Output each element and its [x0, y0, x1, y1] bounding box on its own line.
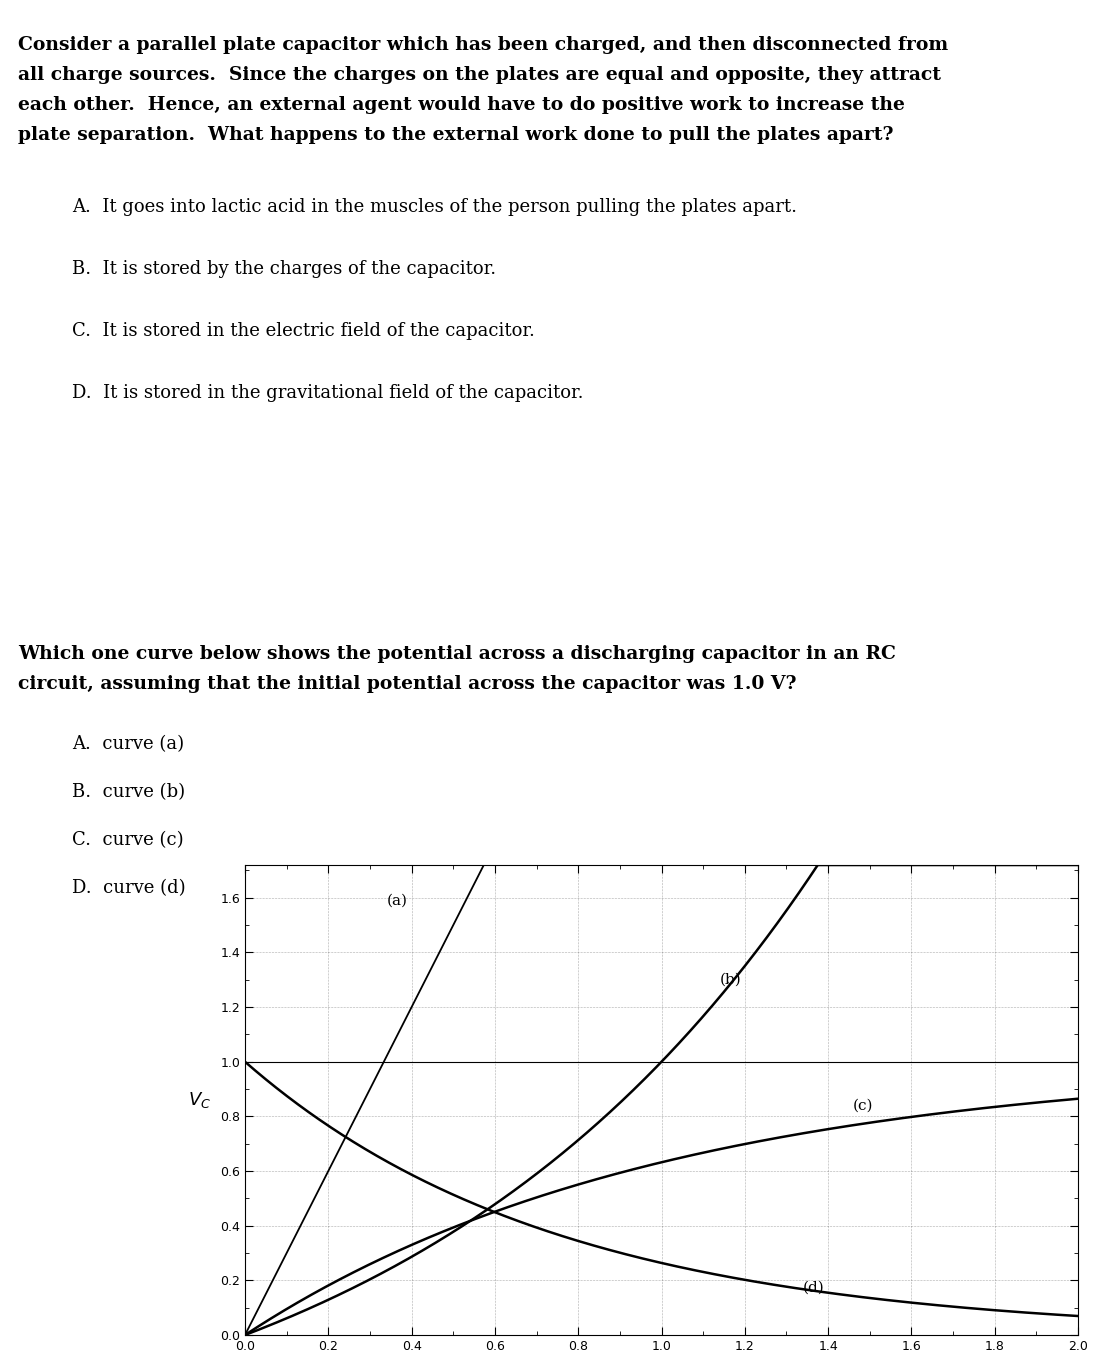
Text: D.  curve (d): D. curve (d) — [72, 879, 185, 896]
Text: D.  It is stored in the gravitational field of the capacitor.: D. It is stored in the gravitational fie… — [72, 385, 583, 402]
Text: each other.  Hence, an external agent would have to do positive work to increase: each other. Hence, an external agent wou… — [18, 96, 905, 114]
Text: (b): (b) — [720, 972, 742, 987]
Text: B.  curve (b): B. curve (b) — [72, 783, 185, 802]
Text: C.  It is stored in the electric field of the capacitor.: C. It is stored in the electric field of… — [72, 322, 534, 340]
Text: (a): (a) — [387, 894, 408, 907]
Text: plate separation.  What happens to the external work done to pull the plates apa: plate separation. What happens to the ex… — [18, 126, 893, 144]
Text: (d): (d) — [803, 1280, 825, 1294]
Text: Which one curve below shows the potential across a discharging capacitor in an R: Which one curve below shows the potentia… — [18, 645, 896, 663]
Text: A.  It goes into lactic acid in the muscles of the person pulling the plates apa: A. It goes into lactic acid in the muscl… — [72, 198, 797, 217]
Text: all charge sources.  Since the charges on the plates are equal and opposite, the: all charge sources. Since the charges on… — [18, 66, 941, 84]
Text: circuit, assuming that the initial potential across the capacitor was 1.0 V?: circuit, assuming that the initial poten… — [18, 676, 796, 693]
Text: A.  curve (a): A. curve (a) — [72, 735, 184, 753]
Text: (c): (c) — [853, 1098, 874, 1113]
Y-axis label: $V_C$: $V_C$ — [187, 1090, 210, 1110]
Text: Consider a parallel plate capacitor which has been charged, and then disconnecte: Consider a parallel plate capacitor whic… — [18, 37, 948, 54]
Text: B.  It is stored by the charges of the capacitor.: B. It is stored by the charges of the ca… — [72, 260, 496, 278]
Text: C.  curve (c): C. curve (c) — [72, 831, 183, 849]
